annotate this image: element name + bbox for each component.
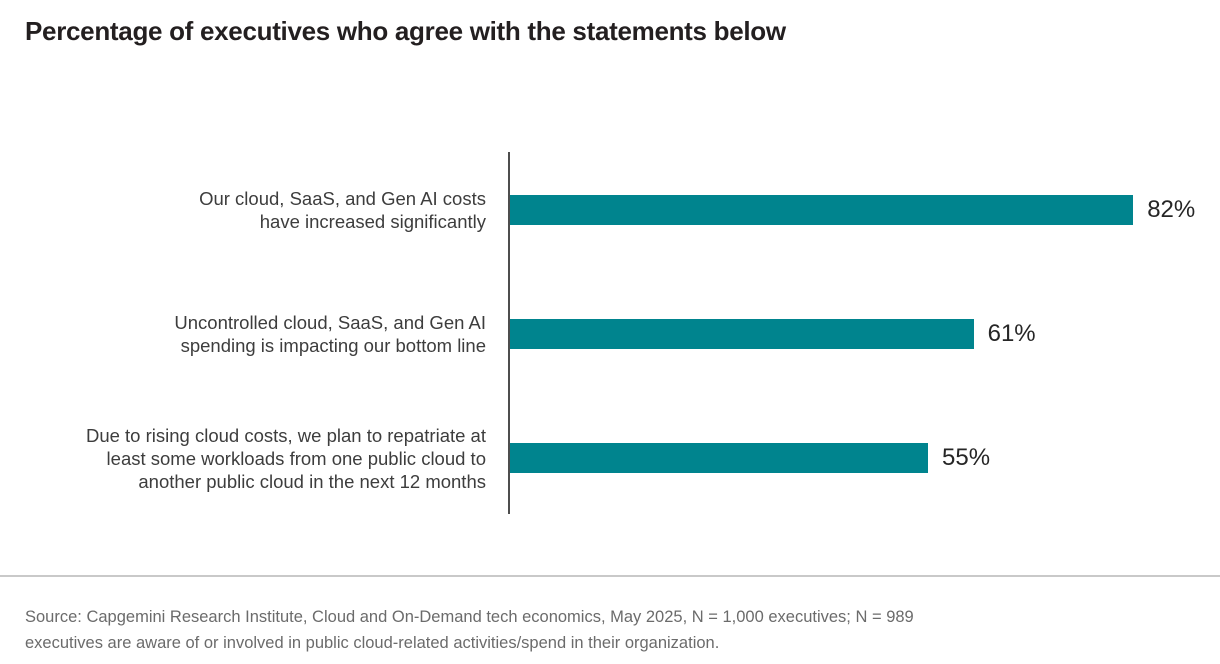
bar-area: 82%	[510, 195, 1220, 225]
bar-area: 61%	[510, 319, 1220, 349]
bar-chart: Our cloud, SaaS, and Gen AI costs have in…	[0, 148, 1220, 520]
bar	[510, 443, 928, 473]
bar	[510, 319, 974, 349]
chart-row: Due to rising cloud costs, we plan to re…	[0, 396, 1220, 520]
source-note: Source: Capgemini Research Institute, Cl…	[25, 608, 914, 652]
bar-value-label: 61%	[987, 320, 1036, 347]
category-label: Our cloud, SaaS, and Gen AI costs have in…	[199, 188, 486, 232]
category-label: Due to rising cloud costs, we plan to re…	[85, 424, 486, 492]
chart-row: Uncontrolled cloud, SaaS, and Gen AI spen…	[0, 272, 1220, 396]
bar-value-label: 55%	[942, 444, 991, 471]
chart-rows: Our cloud, SaaS, and Gen AI costs have in…	[0, 148, 1220, 520]
bar-value-label: 82%	[1147, 196, 1196, 223]
page-title: Percentage of executives who agree with …	[25, 16, 786, 46]
footer-divider	[0, 575, 1220, 577]
bar-area: 55%	[510, 443, 1220, 473]
category-label: Uncontrolled cloud, SaaS, and Gen AI spen…	[174, 312, 486, 356]
axis-line	[508, 152, 510, 514]
chart-row: Our cloud, SaaS, and Gen AI costs have in…	[0, 148, 1220, 272]
bar	[510, 195, 1134, 225]
